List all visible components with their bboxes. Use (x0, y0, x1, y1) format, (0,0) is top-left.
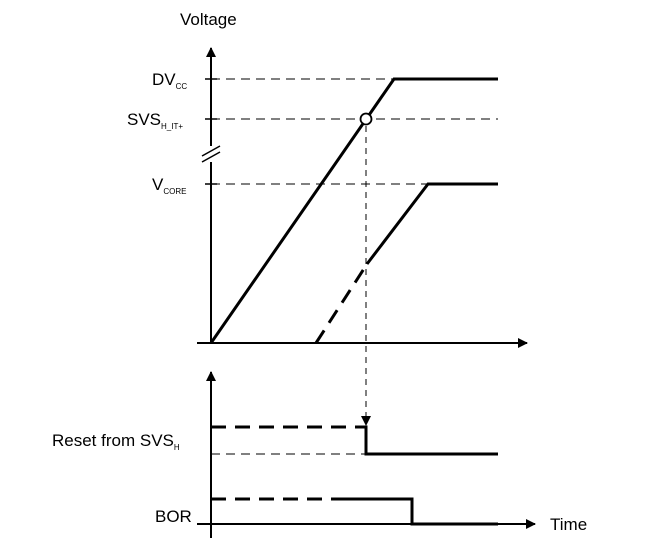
vcore-waveform-solid (365, 182, 498, 265)
axis-break-mark-2 (201, 151, 221, 163)
axis-break-mark-1 (201, 145, 221, 157)
y-axis-label: Voltage (180, 10, 237, 29)
level-label-svs-h-it: SVSH_IT+ (127, 110, 183, 131)
bor-waveform-solid (338, 497, 498, 526)
signal-label-reset-svs: Reset from SVSH (52, 431, 180, 452)
level-label-vcore: VCORE (152, 175, 186, 196)
threshold-crossing-marker (359, 112, 373, 126)
vcore-waveform-dashed (314, 263, 369, 344)
reset-waveform-solid (356, 425, 498, 456)
dvcc-waveform (209, 77, 498, 344)
level-label-dvcc: DVCC (152, 70, 187, 91)
signal-label-bor: BOR (155, 507, 192, 526)
x-axis-label: Time (550, 515, 587, 534)
